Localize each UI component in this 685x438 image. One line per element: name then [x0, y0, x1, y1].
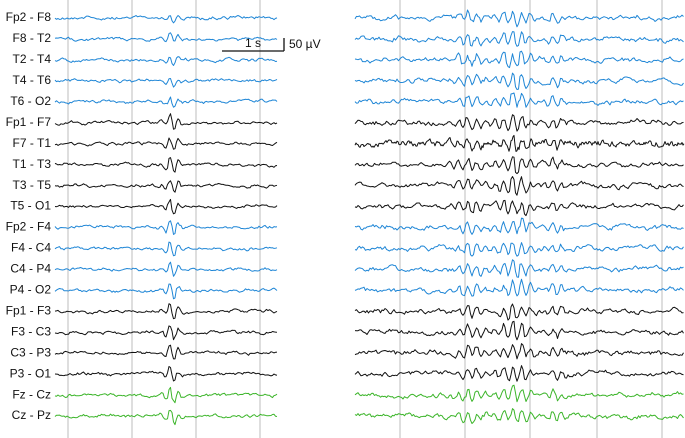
eeg-trace — [354, 303, 684, 321]
eeg-trace — [54, 180, 278, 193]
eeg-trace — [354, 114, 684, 132]
eeg-trace — [354, 242, 684, 257]
eeg-trace — [54, 386, 278, 404]
eeg-trace — [354, 217, 684, 235]
channel-label: F7 - T1 — [13, 136, 52, 150]
eeg-trace — [354, 199, 684, 217]
eeg-trace — [54, 325, 278, 341]
eeg-trace — [354, 384, 684, 403]
eeg-trace — [354, 343, 684, 360]
eeg-trace — [54, 137, 278, 150]
channel-label: C3 - P3 — [10, 345, 51, 359]
channel-label: T4 - T6 — [13, 73, 52, 87]
channel-label: F3 - C3 — [11, 324, 51, 338]
eeg-trace — [54, 113, 278, 130]
eeg-trace — [54, 409, 278, 426]
eeg-trace — [54, 344, 278, 360]
scale-bar: 1 s 50 µV — [222, 36, 321, 52]
eeg-trace — [54, 366, 278, 382]
channel-label: T2 - T4 — [13, 52, 52, 66]
eeg-trace — [354, 31, 684, 47]
eeg-trace — [54, 78, 278, 88]
eeg-trace — [54, 32, 278, 43]
eeg-trace — [354, 72, 684, 90]
eeg-trace — [54, 15, 278, 24]
eeg-trace — [54, 157, 278, 173]
eeg-trace — [54, 283, 278, 300]
eeg-trace — [54, 220, 278, 235]
channel-label: T5 - O1 — [10, 199, 51, 213]
eeg-trace — [354, 259, 684, 278]
eeg-trace — [54, 241, 278, 257]
channel-label: P4 - O2 — [10, 283, 52, 297]
channel-label: F8 - T2 — [13, 31, 52, 45]
eeg-trace — [54, 261, 278, 277]
channel-label: T6 - O2 — [10, 94, 51, 108]
eeg-trace — [354, 408, 684, 424]
channel-label: T3 - T5 — [13, 178, 52, 192]
channel-label: Fp2 - F8 — [6, 10, 52, 24]
eeg-trace — [354, 176, 684, 196]
eeg-trace — [54, 56, 278, 66]
eeg-trace — [54, 198, 278, 215]
eeg-trace — [354, 134, 685, 152]
time-label: 1 s — [245, 36, 261, 50]
channel-label: C4 - P4 — [10, 262, 51, 276]
channel-label: Cz - Pz — [12, 408, 51, 422]
channel-label: Fz - Cz — [12, 387, 51, 401]
eeg-trace — [54, 96, 278, 108]
eeg-trace — [354, 50, 684, 69]
channel-label: T1 - T3 — [13, 157, 52, 171]
channel-label: Fp1 - F7 — [6, 115, 52, 129]
eeg-trace — [354, 9, 684, 28]
amplitude-label: 50 µV — [289, 37, 321, 51]
eeg-trace — [354, 365, 684, 382]
channel-label: P3 - O1 — [10, 366, 52, 380]
grid-lines — [67, 0, 663, 438]
eeg-trace — [354, 278, 684, 297]
eeg-trace — [354, 92, 684, 108]
channel-label: F4 - C4 — [11, 241, 51, 255]
eeg-trace — [354, 156, 684, 175]
channel-label: Fp2 - F4 — [6, 220, 52, 234]
channel-label: Fp1 - F3 — [6, 303, 52, 317]
eeg-trace — [354, 320, 684, 341]
eeg-trace — [54, 303, 278, 320]
